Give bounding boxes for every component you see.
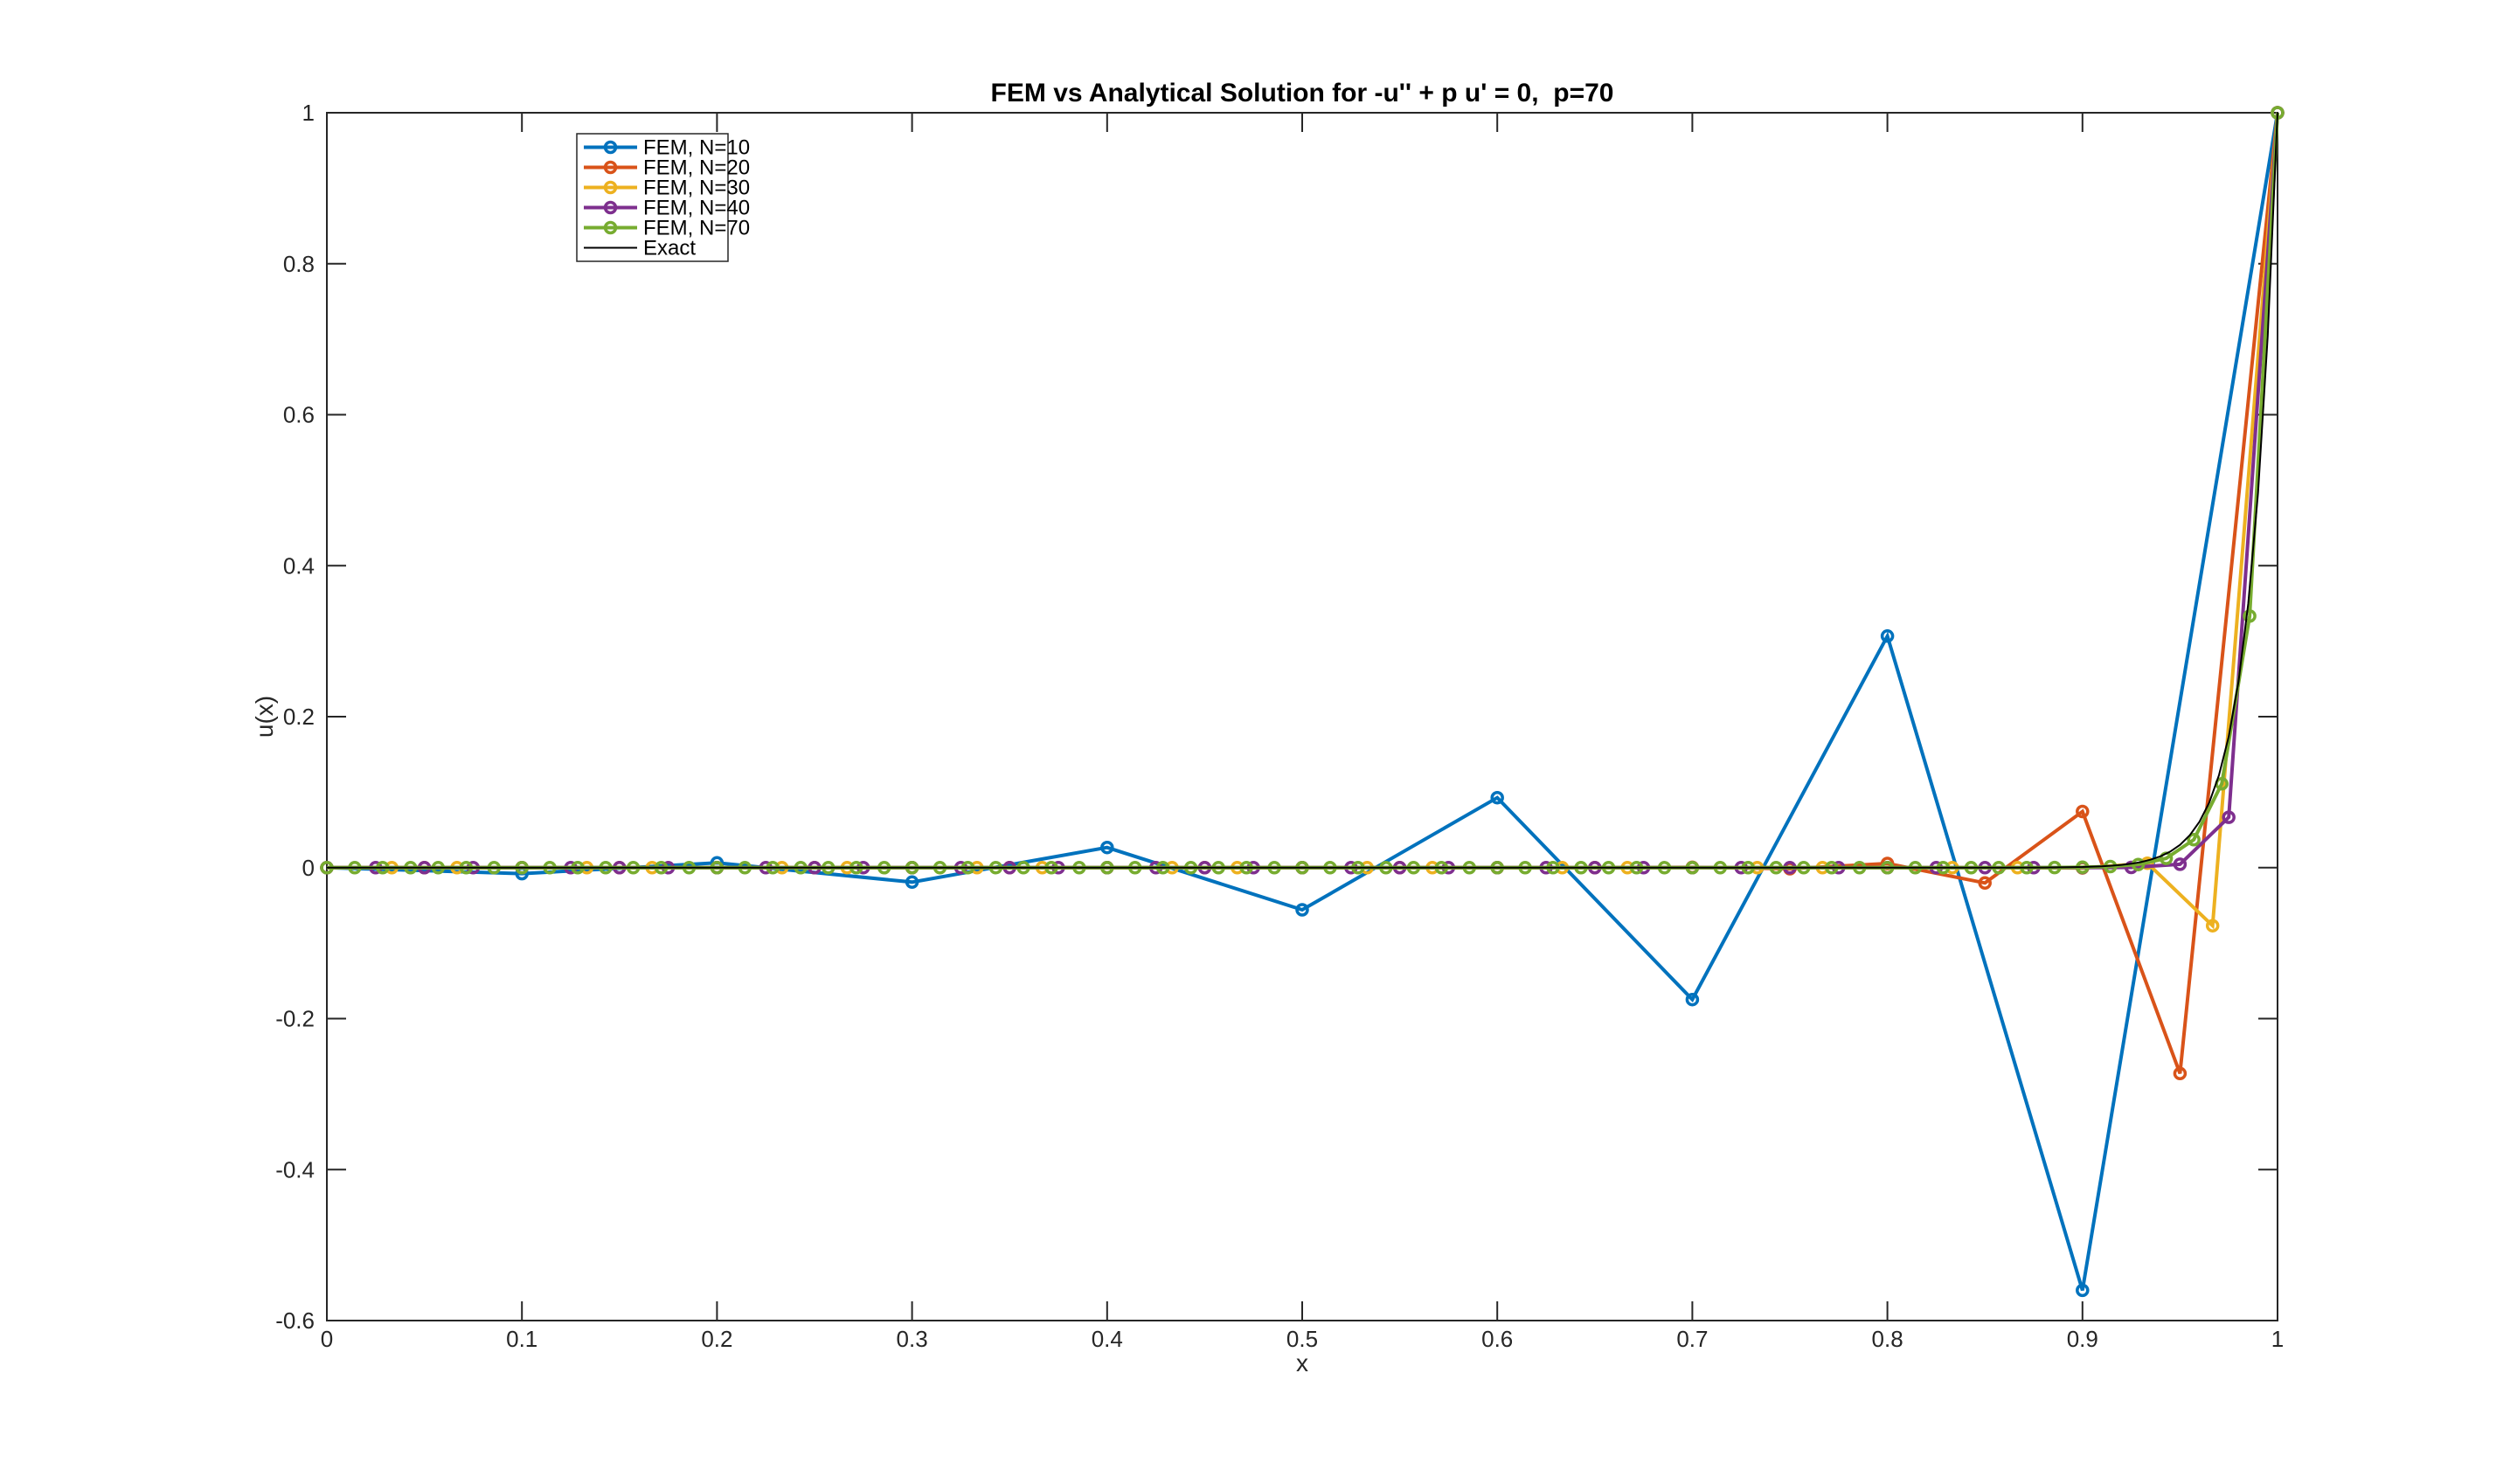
series-marker-fem-n-40 bbox=[2222, 810, 2236, 824]
x-tick-label: 0 bbox=[321, 1326, 333, 1352]
plot-box bbox=[326, 112, 2278, 1321]
legend-sample-marker-fem-n-40 bbox=[603, 200, 618, 215]
x-tick-label: 0.8 bbox=[1872, 1326, 1903, 1352]
series-marker-fem-n-10 bbox=[1490, 790, 1504, 805]
legend-entry-label: FEM, N=20 bbox=[643, 156, 750, 180]
legend-sample-marker-fem-n-30 bbox=[603, 180, 618, 195]
y-tick-label: 0.6 bbox=[283, 402, 315, 428]
legend-entry-label: Exact bbox=[643, 237, 696, 260]
legend-entry-label: FEM, N=70 bbox=[643, 217, 750, 240]
legend-entry-label: FEM, N=30 bbox=[643, 177, 750, 200]
chart-title: FEM vs Analytical Solution for -u'' + p … bbox=[991, 79, 1614, 107]
y-tick-label: 1 bbox=[302, 100, 315, 126]
series-marker-fem-n-70 bbox=[2243, 609, 2257, 623]
x-axis-label: x bbox=[1296, 1349, 1308, 1377]
x-tick-label: 0.5 bbox=[1286, 1326, 1318, 1352]
series-marker-fem-n-10 bbox=[1100, 840, 1114, 855]
series-line-exact bbox=[327, 112, 2278, 869]
y-tick-label: 0.2 bbox=[283, 704, 315, 730]
y-axis-label: u(x) bbox=[251, 696, 278, 738]
x-tick-label: 0.4 bbox=[1092, 1326, 1123, 1352]
series-marker-fem-n-20 bbox=[1978, 876, 1992, 891]
x-tick-label: 0.1 bbox=[506, 1326, 537, 1352]
series-line-fem-n-10 bbox=[326, 112, 2279, 1291]
series-marker-fem-n-70 bbox=[2131, 857, 2146, 871]
series-marker-fem-n-30 bbox=[2205, 919, 2220, 933]
legend-box bbox=[576, 133, 729, 262]
series-marker-fem-n-40 bbox=[2173, 857, 2188, 871]
y-tick-label: -0.4 bbox=[275, 1156, 315, 1182]
legend-sample-marker-fem-n-20 bbox=[603, 160, 618, 175]
x-tick-label: 0.6 bbox=[1481, 1326, 1513, 1352]
y-tick-label: -0.6 bbox=[275, 1307, 315, 1334]
legend-entry-label: FEM, N=40 bbox=[643, 197, 750, 220]
series-marker-fem-n-10 bbox=[1295, 903, 1309, 917]
legend-entry-label: FEM, N=10 bbox=[643, 136, 750, 160]
y-tick-label: 0 bbox=[302, 855, 315, 881]
x-tick-label: 0.7 bbox=[1676, 1326, 1708, 1352]
series-marker-fem-n-70 bbox=[2187, 833, 2201, 847]
y-tick-label: 0.8 bbox=[283, 251, 315, 277]
series-marker-fem-n-20 bbox=[2076, 804, 2090, 819]
x-tick-label: 0.3 bbox=[897, 1326, 928, 1352]
series-marker-fem-n-10 bbox=[905, 875, 919, 890]
series-marker-fem-n-10 bbox=[1685, 992, 1700, 1007]
legend-sample-marker-fem-n-10 bbox=[603, 140, 618, 155]
y-tick-label: 0.4 bbox=[283, 552, 315, 579]
x-tick-label: 0.9 bbox=[2067, 1326, 2098, 1352]
legend-sample-marker-fem-n-70 bbox=[603, 220, 618, 235]
series-marker-fem-n-10 bbox=[2076, 1283, 2090, 1298]
x-tick-label: 0.2 bbox=[701, 1326, 732, 1352]
x-tick-label: 1 bbox=[2271, 1326, 2284, 1352]
series-marker-fem-n-10 bbox=[1880, 629, 1895, 643]
series-marker-fem-n-40 bbox=[2124, 860, 2139, 875]
y-tick-label: -0.2 bbox=[275, 1006, 315, 1032]
series-marker-fem-n-20 bbox=[2173, 1066, 2188, 1081]
